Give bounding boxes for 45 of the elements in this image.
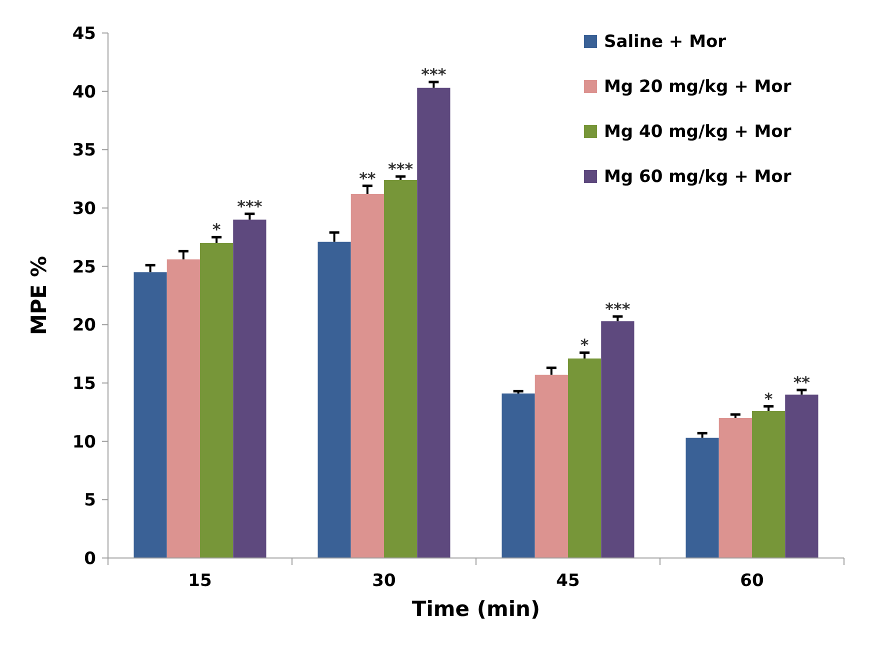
y-tick-label: 35 (72, 140, 96, 161)
y-tick-label: 0 (84, 548, 96, 569)
y-tick-label: 25 (72, 257, 96, 278)
bar (568, 358, 602, 558)
legend-label: Saline + Mor (604, 32, 727, 52)
y-tick-label: 20 (72, 316, 96, 336)
bar (502, 394, 535, 558)
bar (233, 220, 266, 558)
data-label: *** (605, 300, 631, 318)
x-axis-title: Time (min) (412, 597, 540, 621)
bar (417, 88, 450, 558)
x-tick-label: 60 (740, 571, 764, 591)
bar (350, 194, 384, 558)
y-tick-label: 5 (84, 490, 96, 511)
bar (166, 259, 200, 558)
legend-label: Mg 60 mg/kg + Mor (604, 166, 792, 187)
bar (601, 321, 634, 558)
bar (534, 374, 568, 558)
bar (318, 242, 351, 558)
x-tick-label: 15 (188, 571, 212, 591)
y-axis-title: MPE % (27, 256, 51, 335)
data-label: ** (793, 373, 811, 392)
y-tick-label: 30 (72, 198, 96, 219)
data-label: ** (359, 168, 376, 188)
bar (686, 438, 719, 558)
legend-label: Mg 40 mg/kg + Mor (604, 122, 792, 142)
y-tick-label: 15 (72, 374, 96, 394)
data-label: *** (421, 65, 447, 84)
data-label: * (580, 336, 590, 355)
data-label: * (212, 220, 222, 240)
x-tick-label: 45 (556, 571, 580, 591)
data-label: * (764, 389, 774, 408)
y-tick-label: 40 (72, 82, 96, 102)
bar (384, 180, 418, 558)
bar (785, 394, 818, 558)
y-tick-label: 10 (72, 432, 96, 452)
legend-label: Mg 20 mg/kg + Mor (604, 76, 792, 97)
bar (718, 418, 752, 558)
data-label: *** (237, 196, 263, 216)
bar (752, 411, 786, 558)
y-tick-label: 45 (72, 24, 96, 44)
data-label: *** (388, 160, 414, 178)
bar (200, 243, 234, 558)
bar (134, 272, 167, 558)
x-tick-label: 30 (372, 571, 396, 591)
